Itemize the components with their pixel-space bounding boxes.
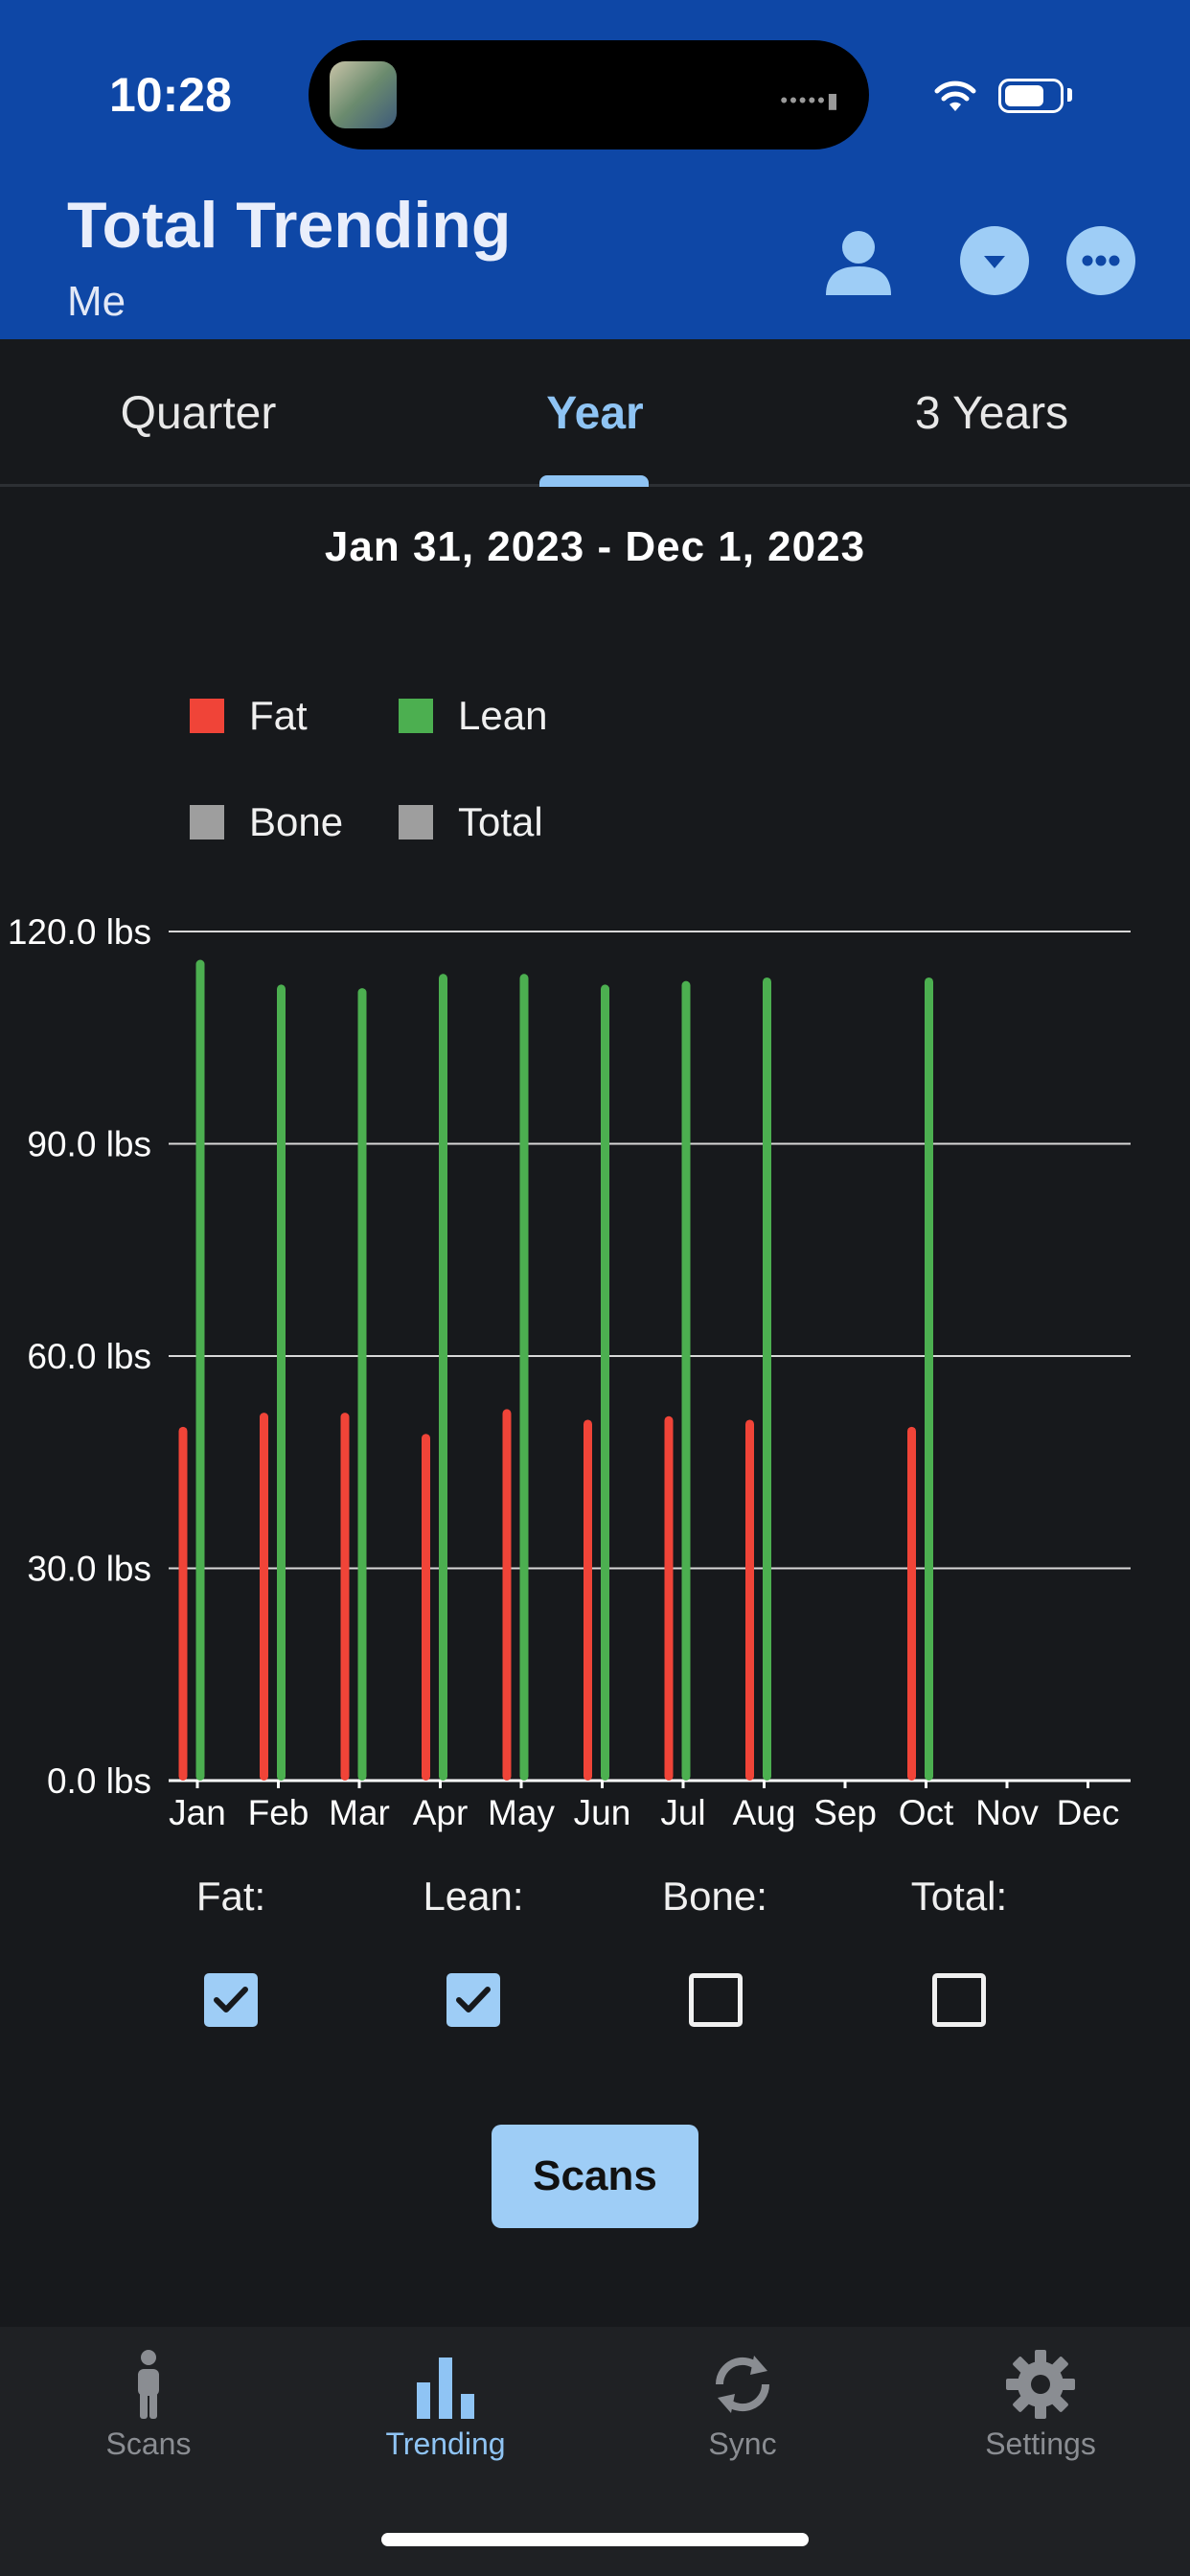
active-tab-indicator <box>539 475 649 487</box>
scans-button[interactable]: Scans <box>492 2125 698 2228</box>
bar-fat-apr[interactable] <box>422 1434 430 1781</box>
date-range: Jan 31, 2023 - Dec 1, 2023 <box>324 523 866 570</box>
bar-lean-aug[interactable] <box>763 977 771 1781</box>
total-checkbox[interactable] <box>932 1973 986 2027</box>
y-tick-label: 0.0 lbs <box>47 1761 151 1801</box>
y-tick-label: 30.0 lbs <box>27 1550 151 1589</box>
toggle-label-fat: Fat: <box>195 1874 266 1919</box>
x-tick-label: Apr <box>413 1793 469 1832</box>
page-title: Total Trending <box>67 189 512 262</box>
x-tick-label: Sep <box>813 1793 877 1832</box>
bar-lean-may[interactable] <box>519 974 529 1781</box>
profile-icon[interactable] <box>822 226 895 299</box>
battery-icon <box>998 79 1064 113</box>
live-activity-app-icon <box>330 61 397 128</box>
bar-fat-jan[interactable] <box>178 1426 188 1781</box>
page-subtitle: Me <box>67 278 126 325</box>
battery-level <box>1005 85 1043 106</box>
nav-label: Trending <box>385 2426 506 2461</box>
tab-3-years[interactable]: 3 Years <box>914 388 1069 439</box>
tab-year[interactable]: Year <box>546 388 644 439</box>
legend-lean: Lean <box>399 692 547 740</box>
battery-nub <box>1067 88 1072 102</box>
nav-label: Settings <box>985 2426 1096 2461</box>
checkmark-icon <box>214 1987 248 2012</box>
bar-fat-aug[interactable] <box>745 1419 754 1781</box>
legend-fat: Fat <box>190 692 308 740</box>
nav-label: Sync <box>708 2426 777 2461</box>
x-tick-label: Nov <box>975 1793 1039 1832</box>
x-tick-label: May <box>488 1793 555 1832</box>
bar-lean-feb[interactable] <box>277 984 286 1781</box>
legend-total: Total <box>399 798 543 846</box>
x-tick-label: Feb <box>248 1793 309 1832</box>
dropdown-button[interactable] <box>960 226 1029 295</box>
person-icon <box>138 2350 159 2419</box>
wifi-icon <box>934 80 976 111</box>
legend-label: Total <box>458 799 543 844</box>
bar-lean-oct[interactable] <box>925 977 933 1781</box>
bar-fat-jul[interactable] <box>664 1415 674 1781</box>
legend-swatch-total <box>399 804 433 840</box>
bar-lean-jul[interactable] <box>681 980 691 1781</box>
sync-icon <box>715 2356 770 2413</box>
more-options-button[interactable] <box>1066 226 1135 295</box>
nav-item-scans[interactable]: Scans <box>0 2327 297 2518</box>
toggle-label-total: Total: <box>910 1874 1008 1919</box>
y-tick-label: 120.0 lbs <box>8 912 151 952</box>
bar-lean-apr[interactable] <box>439 974 447 1781</box>
checkmark-icon <box>456 1987 491 2012</box>
legend-swatch-fat <box>190 698 224 733</box>
nav-label: Scans <box>105 2426 192 2461</box>
legend-label: Bone <box>249 799 344 844</box>
lean-checkbox[interactable] <box>446 1973 500 2027</box>
bar-chart-icon <box>417 2358 474 2419</box>
bar-lean-mar[interactable] <box>357 988 367 1781</box>
home-indicator <box>381 2533 809 2546</box>
y-tick-label: 90.0 lbs <box>27 1125 151 1164</box>
bar-fat-may[interactable] <box>502 1409 512 1781</box>
y-tick-label: 60.0 lbs <box>27 1337 151 1376</box>
tab-quarter[interactable]: Quarter <box>120 388 277 439</box>
legend-swatch-lean <box>399 698 433 733</box>
toggle-label-lean: Lean: <box>423 1874 524 1919</box>
bar-fat-oct[interactable] <box>907 1426 916 1781</box>
bottom-nav: Scans Trending Sync <box>0 2327 1190 2576</box>
x-tick-label: Jun <box>574 1793 631 1832</box>
bar-lean-jan[interactable] <box>195 959 205 1781</box>
live-activity-indicator-icon: •••••▮ <box>780 88 840 112</box>
bar-fat-mar[interactable] <box>340 1413 350 1781</box>
trend-chart: 0.0 lbs 30.0 lbs 60.0 lbs 90.0 lbs 120.0 lbs… <box>8 912 1131 1832</box>
gear-icon <box>1006 2350 1075 2419</box>
dynamic-island: •••••▮ <box>309 40 869 150</box>
legend-swatch-bone <box>190 804 224 840</box>
toggle-label-bone: Bone: <box>662 1874 767 1919</box>
x-tick-label: Aug <box>733 1793 796 1832</box>
status-time: 10:28 <box>109 68 232 122</box>
x-tick-label: Mar <box>329 1793 390 1832</box>
bar-fat-feb[interactable] <box>260 1413 268 1781</box>
legend-bone: Bone <box>190 798 343 846</box>
fat-checkbox[interactable] <box>204 1973 258 2027</box>
bar-lean-jun[interactable] <box>601 984 609 1781</box>
nav-item-settings[interactable]: Settings <box>892 2327 1189 2518</box>
bone-checkbox[interactable] <box>689 1973 743 2027</box>
nav-item-sync[interactable]: Sync <box>594 2327 891 2518</box>
x-tick-label: Jul <box>660 1793 705 1832</box>
legend-label: Lean <box>458 693 548 738</box>
legend-label: Fat <box>249 693 308 738</box>
x-tick-label: Oct <box>899 1793 954 1832</box>
more-icon <box>1082 255 1120 266</box>
x-tick-label: Dec <box>1057 1793 1120 1832</box>
nav-item-trending[interactable]: Trending <box>297 2327 594 2518</box>
bar-fat-jun[interactable] <box>584 1419 592 1781</box>
x-tick-label: Jan <box>169 1793 226 1832</box>
chevron-down-icon <box>984 256 1005 268</box>
